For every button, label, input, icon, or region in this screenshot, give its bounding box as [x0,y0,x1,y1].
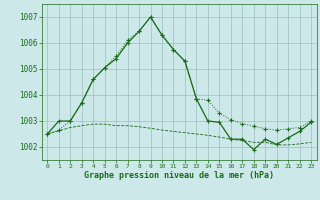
X-axis label: Graphe pression niveau de la mer (hPa): Graphe pression niveau de la mer (hPa) [84,171,274,180]
